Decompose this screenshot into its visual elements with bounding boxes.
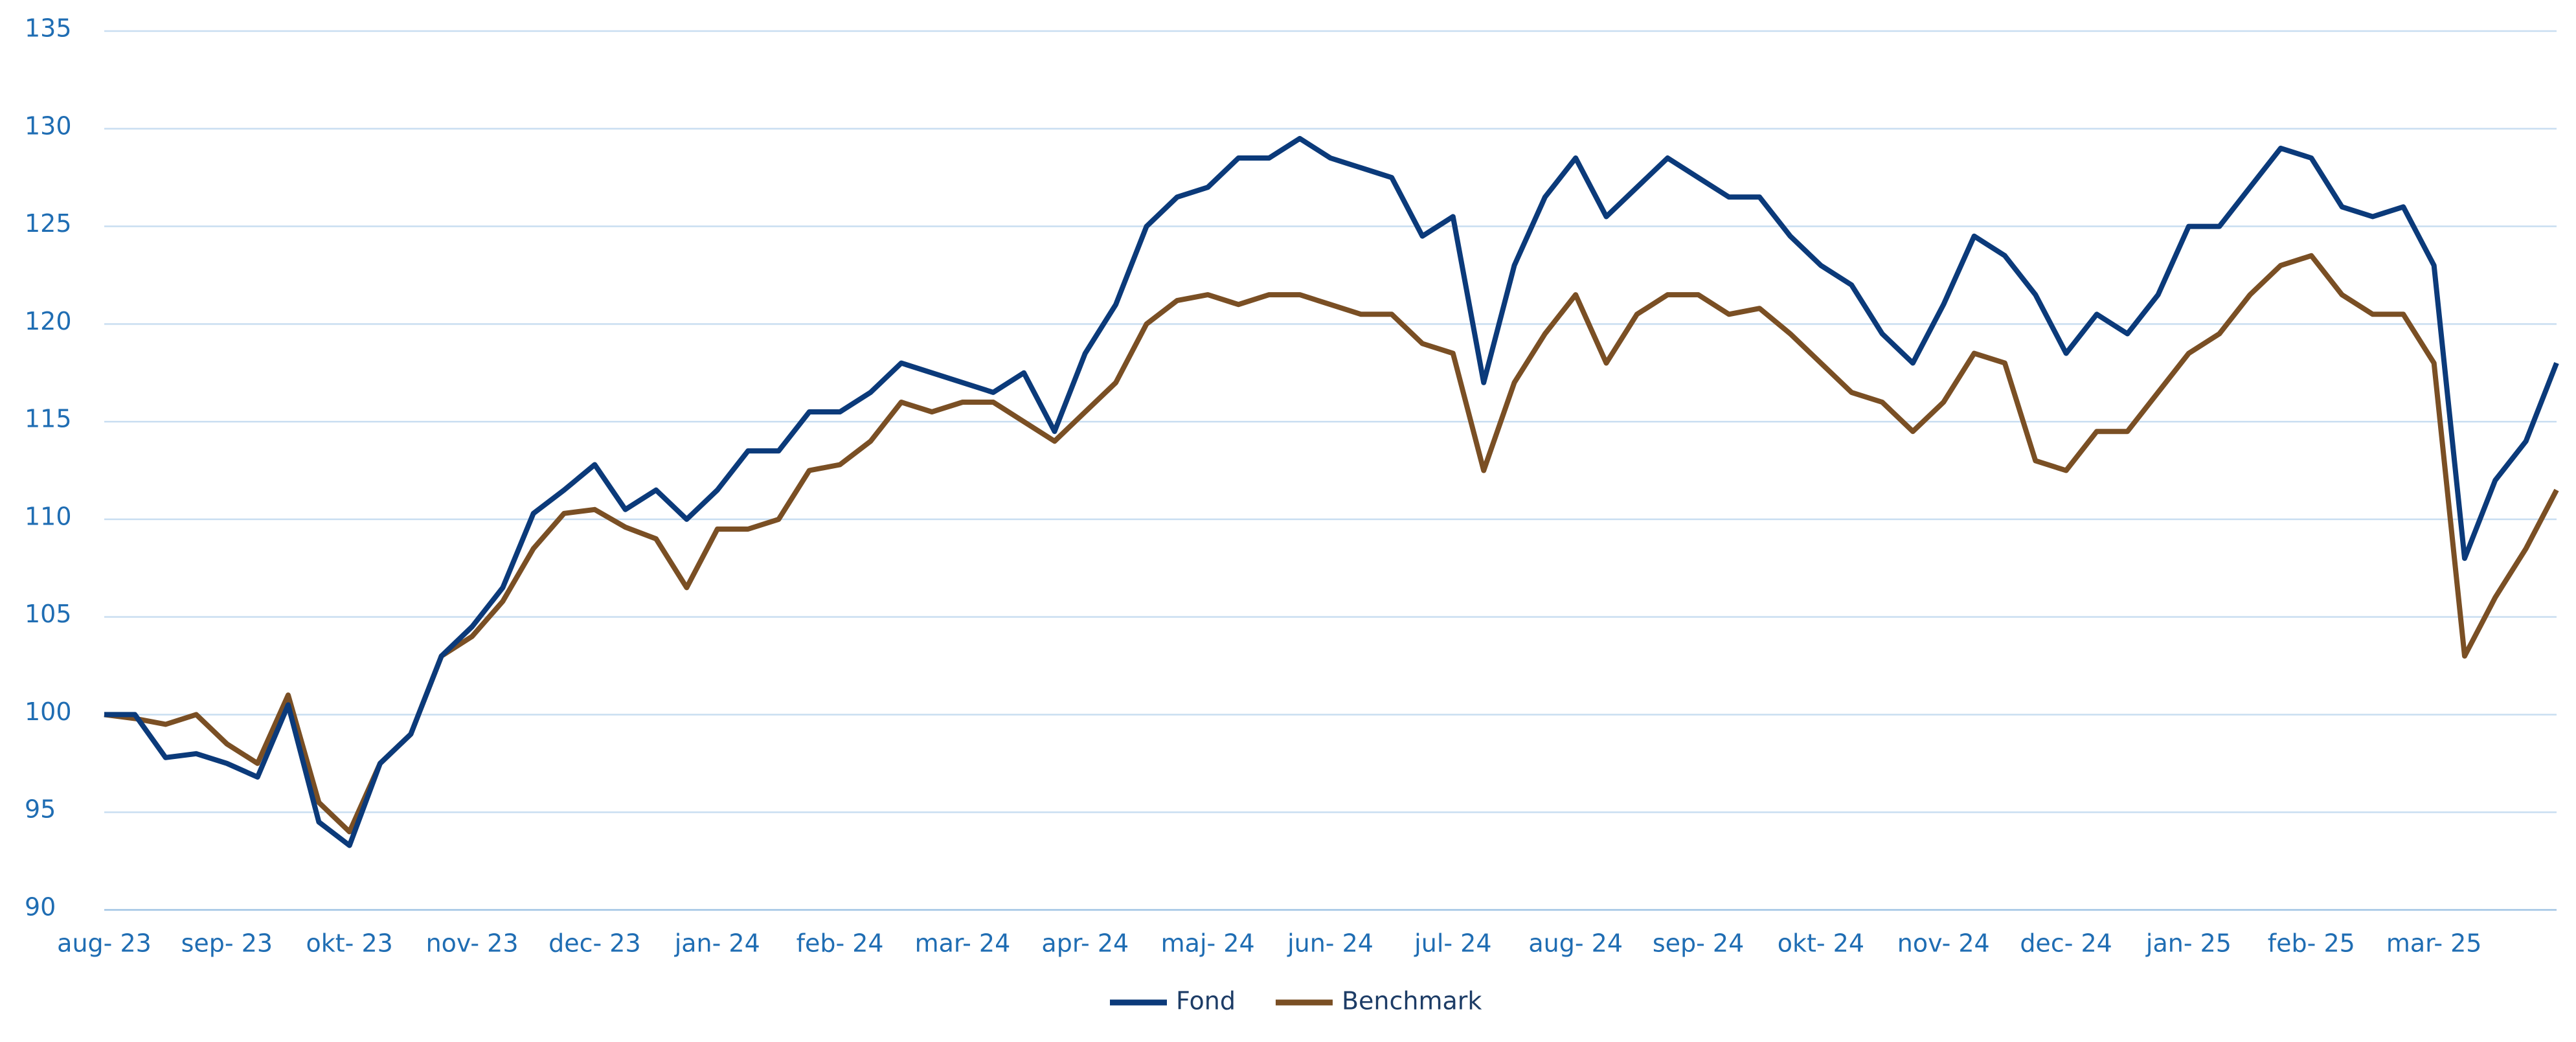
x-tick-label: sep- 23	[181, 929, 273, 958]
x-tick-label: feb- 25	[2268, 929, 2355, 958]
x-tick-label: maj- 24	[1161, 929, 1255, 958]
y-tick-label: 120	[25, 307, 72, 335]
y-tick-label: 100	[25, 697, 72, 726]
series-line	[104, 135, 2559, 848]
y-tick-label: 125	[25, 209, 72, 238]
legend-label: Benchmark	[1342, 987, 1482, 1015]
legend-label: Fond	[1176, 987, 1236, 1015]
y-tick-label: 95	[25, 795, 56, 824]
series-line	[104, 253, 2559, 835]
x-tick-label: aug- 23	[57, 929, 152, 958]
x-tick-label: dec- 24	[2020, 929, 2112, 958]
x-tick-label: nov- 23	[426, 929, 519, 958]
y-tick-label: 110	[25, 502, 72, 530]
x-tick-label: jul- 24	[1414, 929, 1491, 958]
y-tick-label: 105	[25, 600, 72, 628]
y-tick-label: 130	[25, 111, 72, 140]
x-tick-label: sep- 24	[1653, 929, 1744, 958]
x-tick-label: aug- 24	[1528, 929, 1623, 958]
x-tick-label: okt- 23	[306, 929, 393, 958]
y-tick-label: 135	[25, 14, 72, 43]
x-tick-label: dec- 23	[548, 929, 641, 958]
x-tick-label: jan- 25	[2145, 929, 2231, 958]
y-tick-label: 90	[25, 893, 56, 922]
x-tick-label: mar- 24	[915, 929, 1011, 958]
x-tick-label: jun- 24	[1287, 929, 1373, 958]
x-tick-label: nov- 24	[1897, 929, 1990, 958]
y-tick-label: 115	[25, 405, 72, 433]
x-tick-label: okt- 24	[1778, 929, 1864, 958]
x-tick-label: feb- 24	[797, 929, 884, 958]
x-tick-label: mar- 25	[2386, 929, 2482, 958]
x-tick-label: jan- 24	[674, 929, 760, 958]
x-tick-label: apr- 24	[1041, 929, 1129, 958]
